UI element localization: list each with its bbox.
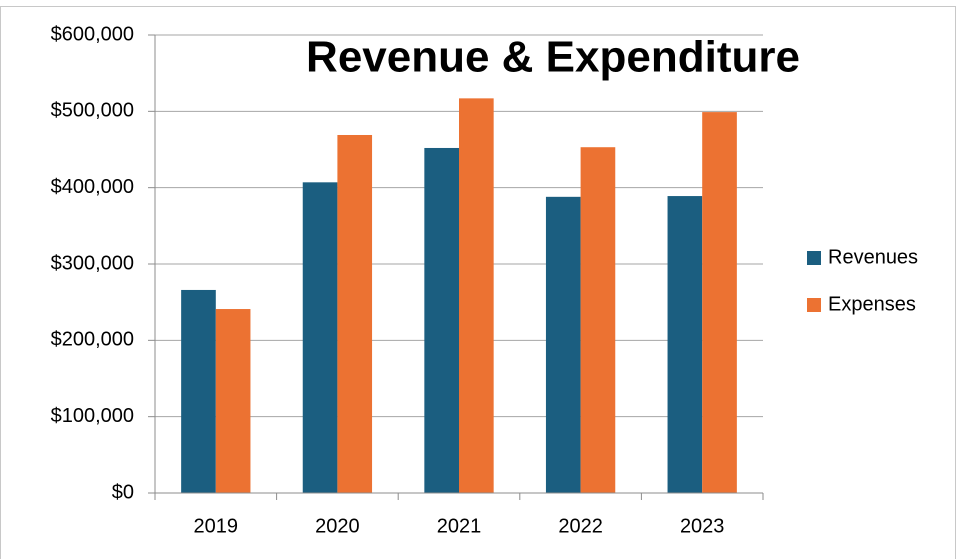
bar [459, 98, 494, 494]
bar [702, 112, 737, 493]
bar [580, 147, 616, 493]
x-tick-label: 2019 [194, 515, 239, 537]
y-tick-label: $300,000 [51, 252, 134, 274]
y-tick-label: $100,000 [51, 405, 134, 427]
y-tick-label: $600,000 [51, 23, 134, 45]
bar [667, 196, 703, 493]
bar [424, 147, 459, 493]
y-tick-label: $500,000 [51, 100, 134, 122]
legend-label: Expenses [828, 293, 916, 315]
x-tick-label: 2023 [680, 515, 725, 537]
legend-label: Revenues [828, 246, 918, 268]
bar [181, 289, 216, 493]
bar [337, 134, 373, 493]
bar [302, 182, 338, 493]
x-tick-label: 2022 [558, 515, 603, 537]
x-tick-label: 2020 [315, 515, 360, 537]
bar [215, 309, 251, 493]
legend-swatch [807, 298, 821, 312]
bar [545, 196, 581, 493]
x-tick-label: 2021 [437, 515, 482, 537]
legend-swatch [807, 251, 821, 265]
y-tick-label: $0 [112, 481, 134, 503]
y-tick-label: $200,000 [51, 329, 134, 351]
chart-title: Revenue & Expenditure [306, 33, 800, 82]
y-tick-label: $400,000 [51, 176, 134, 198]
